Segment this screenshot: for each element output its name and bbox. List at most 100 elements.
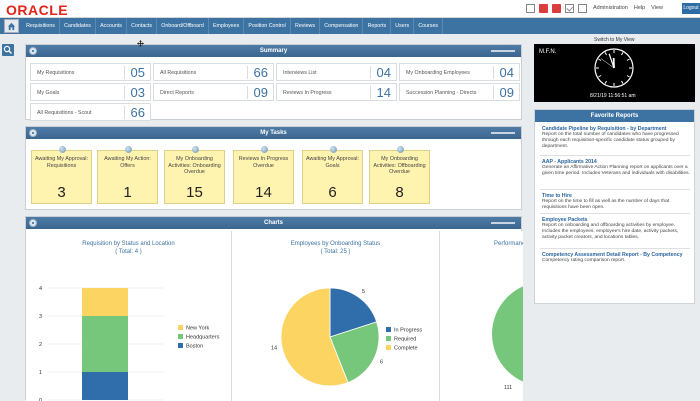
- side-search-button[interactable]: [2, 44, 14, 56]
- gear-icon[interactable]: [29, 219, 37, 227]
- bar-segment: [82, 372, 128, 400]
- favorite-report[interactable]: Employee Packets Report on onboarding an…: [542, 217, 692, 241]
- y-tick-label: 1: [39, 370, 42, 376]
- pin-icon: [397, 146, 404, 153]
- nav-onboard-offboard[interactable]: Onboard/Offboard: [157, 18, 209, 34]
- summary-label: All Requisitions - Scout: [37, 110, 91, 116]
- favorite-report[interactable]: Time to Hire Report on the time to fill …: [542, 193, 692, 211]
- mail-icon[interactable]: [565, 4, 574, 13]
- task-tile[interactable]: Reviews In Progress Overdue 14: [233, 150, 294, 204]
- tasks-header: My Tasks: [26, 127, 521, 139]
- inbox-icon[interactable]: [552, 4, 561, 13]
- report-description: Report on the time to fill as well as th…: [542, 199, 692, 211]
- task-count: 14: [234, 184, 293, 201]
- nav-users[interactable]: Users: [391, 18, 414, 34]
- collapse-handle[interactable]: [491, 222, 515, 224]
- summary-value: 09: [500, 85, 514, 100]
- task-tile[interactable]: My Onboarding Activities: Offboarding Ov…: [369, 150, 430, 204]
- pin-icon: [59, 146, 66, 153]
- summary-value: 03: [131, 85, 145, 100]
- top-icons: [526, 4, 587, 13]
- summary-label: All Requisitions: [160, 70, 196, 76]
- notes-icon[interactable]: [578, 4, 587, 13]
- alert-icon[interactable]: [539, 4, 548, 13]
- tasks-title: My Tasks: [260, 130, 287, 136]
- top-bar: ORACLE Administration Help View Logout: [0, 0, 700, 18]
- nav-candidates[interactable]: Candidates: [60, 18, 96, 34]
- performance-chart: Performance 111: [440, 231, 523, 401]
- legend-item[interactable]: Boston: [178, 343, 203, 350]
- nav-accounts[interactable]: Accounts: [96, 18, 127, 34]
- report-description: Competency rating comparison report.: [542, 258, 692, 264]
- report-description: Generate an Affirmative Action Planning …: [542, 165, 692, 177]
- gear-icon[interactable]: [29, 47, 37, 55]
- legend-item[interactable]: New York: [178, 325, 209, 332]
- nav-reviews[interactable]: Reviews: [291, 18, 320, 34]
- pie-slice: [492, 282, 523, 386]
- summary-cell[interactable]: All Requisitions 66: [153, 63, 274, 81]
- nav-reports[interactable]: Reports: [363, 18, 391, 34]
- task-label: Reviews In Progress Overdue: [236, 156, 291, 169]
- home-icon: [7, 22, 16, 31]
- switch-view-link[interactable]: Switch to My View: [594, 37, 634, 43]
- favorite-reports-panel: Favorite Reports Candidate Pipeline by R…: [534, 109, 695, 304]
- legend-item[interactable]: In Progress: [386, 327, 422, 334]
- charts-panel: Charts Requisition by Status and Locatio…: [25, 216, 522, 400]
- favorite-report[interactable]: Candidate Pipeline by Requisition - by D…: [542, 126, 692, 150]
- favorite-report[interactable]: Competency Assessment Detail Report - By…: [542, 252, 692, 264]
- pie-label: 111: [504, 385, 512, 391]
- onboarding-chart: Employees by Onboarding Status( Total: 2…: [232, 231, 440, 401]
- legend-item[interactable]: Complete: [386, 345, 418, 352]
- nav-requisitions[interactable]: Requisitions: [22, 18, 60, 34]
- view-menu[interactable]: View: [651, 5, 663, 11]
- home-button[interactable]: [4, 19, 19, 33]
- summary-label: Interviews List: [283, 70, 317, 76]
- charts-header: Charts: [26, 217, 521, 229]
- task-tile[interactable]: My Onboarding Activities: Onboarding Ove…: [164, 150, 225, 204]
- help-menu[interactable]: Help: [634, 5, 645, 11]
- task-count: 8: [370, 184, 429, 201]
- collapse-handle[interactable]: [491, 132, 515, 134]
- pin-icon: [125, 146, 132, 153]
- administration-menu[interactable]: Administration: [593, 5, 628, 11]
- summary-label: Reviews In Progress: [283, 90, 332, 96]
- pin-icon: [330, 146, 337, 153]
- legend-item[interactable]: Headquarters: [178, 334, 219, 341]
- legend-item[interactable]: Required: [386, 336, 416, 343]
- y-tick-label: 2: [39, 342, 42, 348]
- gear-icon[interactable]: [29, 129, 37, 137]
- summary-value: 66: [254, 65, 268, 80]
- collapse-handle[interactable]: [491, 50, 515, 52]
- search-icon: [2, 44, 14, 56]
- favorite-report[interactable]: AAP - Applicants 2014 Generate an Affirm…: [542, 159, 692, 177]
- nav-employees[interactable]: Employees: [209, 18, 244, 34]
- favorite-reports-title: Favorite Reports: [535, 110, 694, 122]
- summary-header: Summary: [26, 45, 521, 57]
- clock-widget: M.F.N. 8/21/19 11:56:51 am: [534, 44, 695, 102]
- charts-title: Charts: [264, 220, 283, 226]
- nav-contacts[interactable]: Contacts: [127, 18, 157, 34]
- nav-position-control[interactable]: Position Control: [244, 18, 291, 34]
- nav-courses[interactable]: Courses: [414, 18, 443, 34]
- nav-compensation[interactable]: Compensation: [320, 18, 363, 34]
- document-icon[interactable]: [526, 4, 535, 13]
- bar-segment: [82, 316, 128, 372]
- logout-button[interactable]: Logout: [682, 3, 700, 14]
- y-tick-label: 4: [39, 286, 42, 292]
- task-count: 1: [98, 184, 157, 201]
- task-label: Awaiting My Approval: Requisitions: [34, 156, 89, 169]
- bar-chart-svg: 01234Open: [26, 231, 232, 401]
